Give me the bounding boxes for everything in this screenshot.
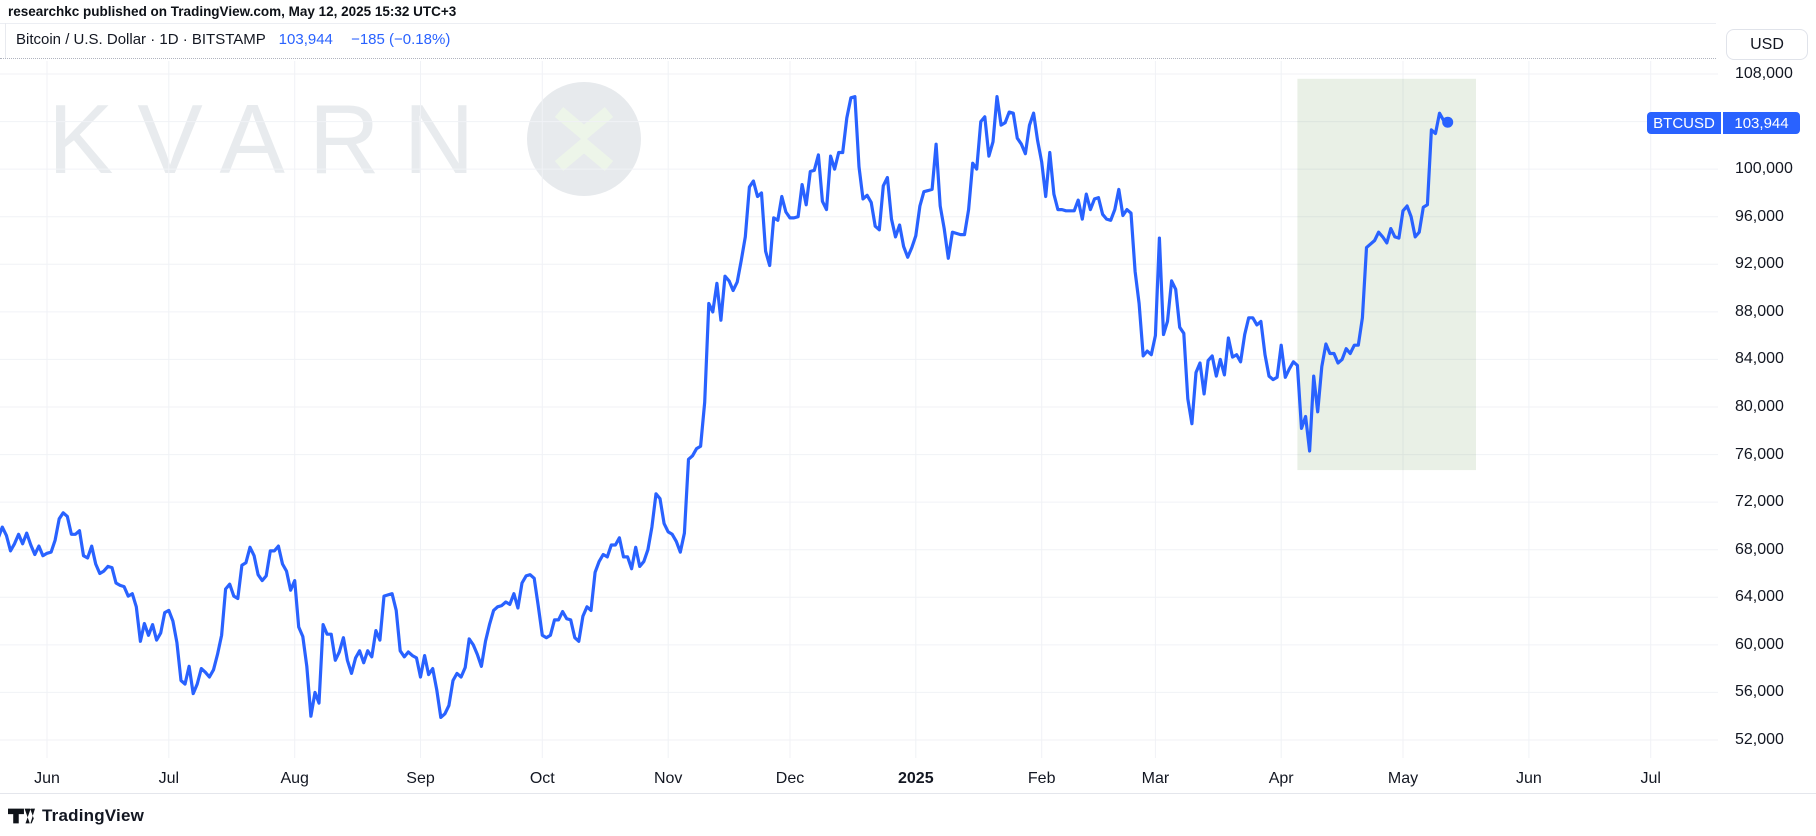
price-axis-label: 108,000	[1735, 65, 1793, 82]
price-axis-label: 88,000	[1735, 302, 1784, 320]
time-axis-label: Sep	[406, 770, 435, 787]
price-axis-label: 56,000	[1735, 683, 1784, 701]
badge-symbol-label: BTCUSD	[1647, 112, 1721, 134]
time-axis-label: Aug	[280, 770, 309, 787]
price-axis-label: 52,000	[1735, 731, 1784, 748]
price-axis-label: 68,000	[1735, 540, 1784, 558]
time-axis-label: Jun	[1515, 770, 1542, 787]
time-axis-label: Jun	[34, 770, 60, 787]
time-axis-label: Oct	[529, 770, 555, 787]
price-axis-label: 84,000	[1735, 350, 1784, 368]
time-axis-label: Nov	[653, 770, 683, 787]
price-axis[interactable]: 108,000 100,000 96,000 92,000 88,000 84,000 80…	[1718, 59, 1816, 793]
price-change-value: −185 (−0.18%)	[351, 31, 451, 48]
tradingview-logo-link[interactable]: TradingView	[8, 806, 144, 826]
price-axis-label: 64,000	[1735, 588, 1784, 606]
price-axis-label: 80,000	[1735, 398, 1784, 415]
tradingview-logo-text: TradingView	[42, 806, 145, 825]
currency-usd-label: USD	[1750, 35, 1784, 53]
time-axis-label: Jul	[1640, 770, 1661, 787]
price-axis-label: 72,000	[1735, 493, 1784, 511]
time-axis-label: 2025	[898, 770, 934, 787]
price-axis-label: 60,000	[1735, 635, 1784, 653]
price-axis-label: 96,000	[1735, 207, 1784, 225]
price-axis-label: 76,000	[1735, 445, 1784, 463]
header-divider	[0, 58, 1716, 59]
pane-left-border	[5, 23, 6, 59]
attribution-link[interactable]: researchkc published on TradingView.com,…	[8, 4, 457, 19]
time-axis-label: Jul	[158, 770, 180, 787]
pane-top-border	[0, 23, 1716, 24]
price-axis-label: 100,000	[1735, 160, 1793, 178]
time-axis-label: May	[1387, 770, 1419, 787]
last-price-dot	[1442, 116, 1454, 128]
price-line-series	[0, 94, 1450, 720]
last-price-badge: BTCUSD 103,944	[1647, 112, 1800, 134]
badge-price-label: 103,944	[1723, 112, 1800, 134]
time-axis-label: Apr	[1268, 770, 1294, 787]
tradingview-logo-icon	[8, 808, 35, 824]
badge-divider	[1721, 112, 1723, 134]
time-axis[interactable]: Jun Jul Aug Sep Oct Nov Dec 2025 Feb Mar Apr May Jun…	[0, 763, 1718, 793]
last-price-value: 103,944	[278, 31, 333, 48]
chart-legend: Bitcoin / U.S. Dollar · 1D · BITSTAMP 10…	[16, 30, 450, 50]
time-axis-label: Dec	[775, 770, 805, 787]
highlight-region	[1297, 78, 1476, 471]
time-axis-label: Mar	[1141, 770, 1170, 787]
symbol-title[interactable]: Bitcoin / U.S. Dollar · 1D · BITSTAMP	[16, 31, 266, 48]
time-axis-label: Feb	[1027, 770, 1056, 787]
currency-usd-button[interactable]: USD	[1726, 29, 1808, 60]
time-axis-border	[0, 793, 1816, 794]
price-axis-label: 92,000	[1735, 255, 1784, 273]
